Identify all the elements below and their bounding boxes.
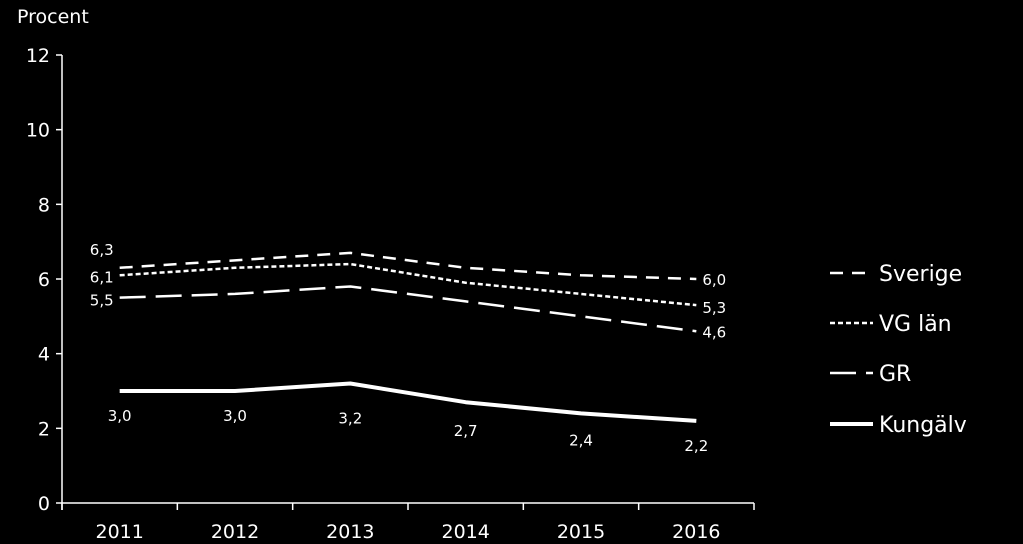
series-line-vg-l-n — [119, 262, 697, 307]
legend-label: GR — [879, 362, 911, 387]
data-label-vg-l-n: 6,1 — [90, 268, 114, 286]
series-line-gr — [119, 285, 697, 333]
data-label-sverige: 6,0 — [702, 271, 726, 289]
y-tick-label: 4 — [38, 344, 50, 366]
x-tick-label: 2014 — [441, 521, 489, 543]
data-label-gr: 5,5 — [90, 292, 114, 310]
data-label-kung-lv: 2,4 — [569, 431, 593, 449]
y-tick-label: 12 — [26, 45, 50, 67]
data-label-gr: 4,6 — [702, 323, 726, 341]
series-lines — [119, 251, 697, 423]
data-label-kung-lv: 2,7 — [454, 422, 478, 440]
y-tick-label: 2 — [38, 418, 50, 440]
data-label-vg-l-n: 5,3 — [702, 299, 726, 317]
legend: Sverige VG län GR Kungälv — [830, 262, 967, 438]
axes: 0 2 4 6 8 10 12 2011 2012 2013 2014 2015 2016 — [26, 45, 755, 543]
legend-label: VG län — [879, 312, 952, 337]
data-label-kung-lv: 3,0 — [108, 407, 132, 425]
x-tick-label: 2011 — [95, 521, 143, 543]
data-label-kung-lv: 3,2 — [338, 410, 362, 428]
y-axis-title: Procent — [17, 6, 89, 28]
data-labels: 6,3 6,0 6,1 5,3 5,5 4,6 3,0 3,0 3,2 2,7 2,4 2,2 — [90, 241, 726, 455]
x-tick-label: 2015 — [557, 521, 605, 543]
y-tick-label: 0 — [38, 493, 50, 515]
legend-label: Kungälv — [879, 413, 967, 438]
y-tick-label: 8 — [38, 194, 50, 216]
data-label-kung-lv: 3,0 — [223, 407, 247, 425]
series-line-kung-lv — [119, 381, 697, 423]
y-tick-label: 6 — [38, 269, 50, 291]
data-label-sverige: 6,3 — [90, 241, 114, 259]
y-tick-label: 10 — [26, 120, 50, 142]
data-label-kung-lv: 2,2 — [684, 437, 708, 455]
legend-label: Sverige — [879, 262, 962, 287]
x-tick-label: 2016 — [672, 521, 720, 543]
x-tick-label: 2013 — [326, 521, 374, 543]
series-line-sverige — [119, 251, 697, 281]
x-tick-label: 2012 — [211, 521, 259, 543]
